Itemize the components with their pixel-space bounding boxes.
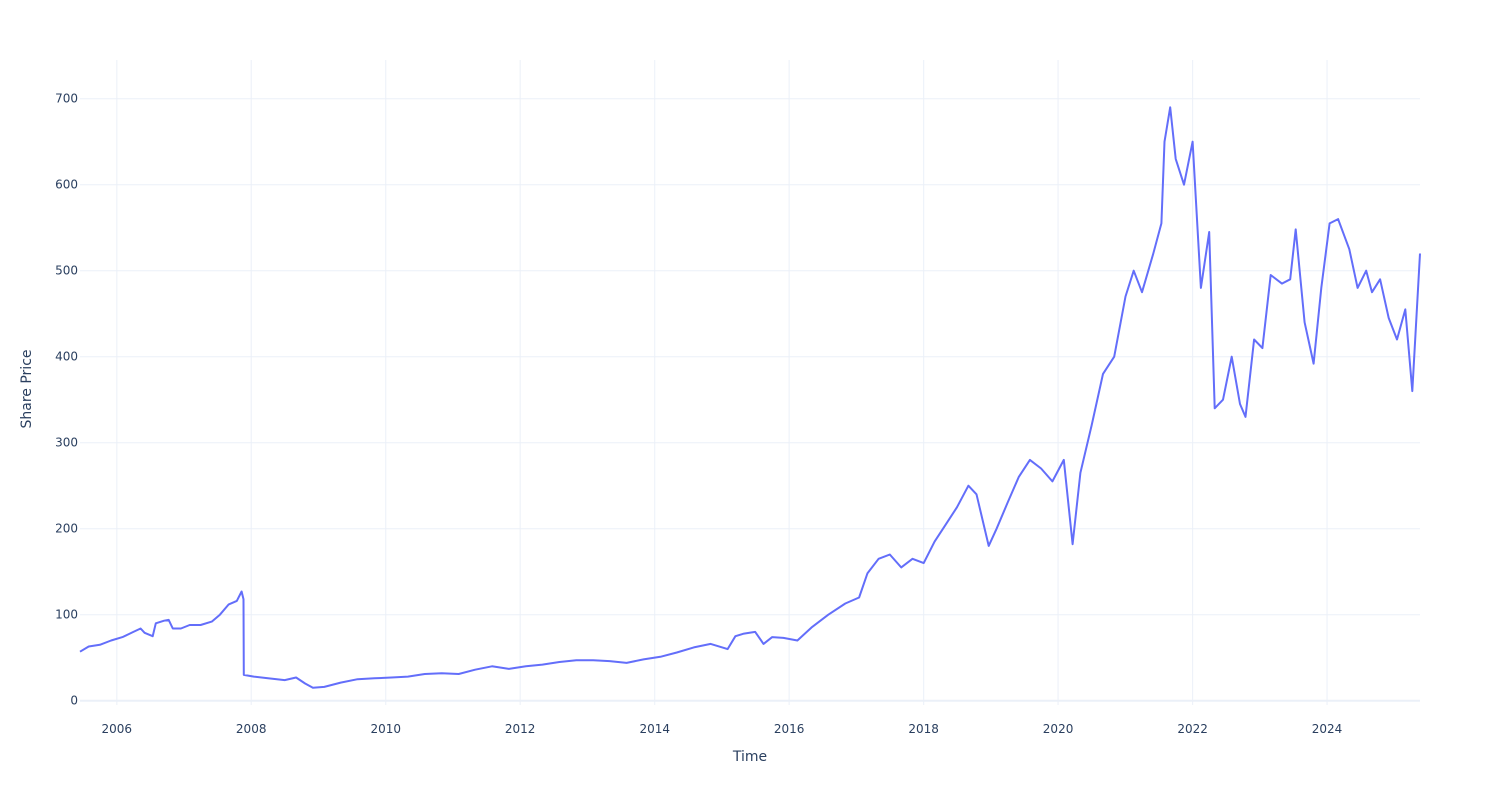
x-tick-label: 2020 (1043, 722, 1074, 736)
x-axis-tick-labels: 2006 2008 2010 2012 2014 2016 2018 2020 2022 2024 (102, 722, 1343, 736)
y-axis-title: Share Price (19, 349, 35, 428)
x-tick-label: 2010 (371, 722, 402, 736)
x-axis-title: Time (732, 749, 767, 765)
y-tick-label: 200 (55, 522, 78, 536)
x-tick-label: 2006 (102, 722, 133, 736)
x-tick-label: 2018 (908, 722, 939, 736)
x-tick-label: 2012 (505, 722, 536, 736)
y-tick-label: 400 (55, 350, 78, 364)
x-tick-label: 2016 (774, 722, 805, 736)
x-tick-label: 2008 (236, 722, 267, 736)
y-axis-tick-labels: 0 100 200 300 400 500 600 700 (55, 92, 78, 708)
y-tick-label: 700 (55, 92, 78, 106)
series-layer (79, 106, 1421, 689)
y-tick-label: 100 (55, 608, 78, 622)
y-tick-label: 600 (55, 178, 78, 192)
plot-background (80, 60, 1420, 705)
y-tick-label: 0 (70, 694, 78, 708)
x-tick-label: 2024 (1312, 722, 1343, 736)
y-tick-label: 500 (55, 264, 78, 278)
y-tick-label: 300 (55, 436, 78, 450)
x-gridlines (116, 60, 1328, 705)
x-tick-label: 2014 (639, 722, 670, 736)
share-price-line (79, 106, 1421, 689)
y-gridlines (80, 98, 1420, 702)
x-tick-label: 2022 (1177, 722, 1208, 736)
